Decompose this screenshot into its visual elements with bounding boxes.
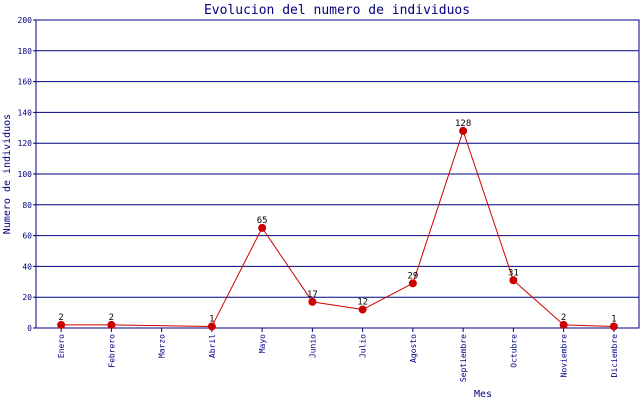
data-label: 1 [209, 314, 214, 324]
data-label: 2 [561, 313, 566, 323]
x-tick-label: Noviembre [560, 334, 569, 378]
y-tick-label: 40 [22, 262, 32, 271]
data-point [207, 322, 216, 331]
series-line-segment [462, 130, 514, 281]
series-line-segment [412, 130, 464, 284]
data-point [509, 276, 518, 285]
data-point [308, 297, 317, 306]
x-axis-label: Mes [474, 389, 492, 400]
data-label: 65 [257, 216, 268, 226]
y-axis-label: Numero de individuos [2, 114, 13, 234]
data-point [609, 322, 618, 331]
x-tick-label: Agosto [409, 334, 418, 363]
series-line-segment [111, 324, 212, 327]
data-label: 128 [455, 119, 471, 129]
x-tick-label: Septiembre [459, 334, 468, 382]
y-tick-label: 160 [18, 78, 33, 87]
data-point [358, 305, 367, 314]
data-point [57, 320, 66, 329]
x-tick-label: Julio [359, 334, 368, 358]
series-line-segment [312, 301, 363, 311]
data-point [459, 126, 468, 135]
data-label: 2 [109, 313, 114, 323]
y-tick-label: 200 [18, 16, 33, 25]
data-label: 12 [357, 298, 368, 308]
y-tick-label: 20 [22, 293, 32, 302]
data-point [408, 279, 417, 288]
x-tick-label: Mayo [258, 334, 267, 353]
x-tick-label: Junio [308, 334, 317, 358]
x-tick-label: Octubre [509, 334, 518, 368]
y-tick-label: 180 [18, 47, 33, 56]
data-label: 2 [58, 313, 63, 323]
data-label: 31 [508, 268, 519, 278]
y-tick-label: 60 [22, 232, 32, 241]
series-line-segment [563, 324, 614, 327]
data-point [559, 320, 568, 329]
y-tick-label: 100 [18, 170, 33, 179]
data-label: 29 [407, 271, 418, 281]
series-line-segment [513, 279, 564, 326]
data-label: 17 [307, 290, 318, 300]
x-tick-label: Abril [208, 334, 217, 358]
y-tick-label: 0 [27, 324, 32, 333]
series-line-segment [362, 282, 414, 310]
y-tick-label: 140 [18, 108, 33, 117]
y-tick-label: 120 [18, 139, 33, 148]
y-tick-label: 80 [22, 201, 32, 210]
data-point [258, 223, 267, 232]
x-tick-label: Enero [57, 334, 66, 358]
x-tick-label: Diciembre [610, 334, 619, 378]
x-tick-label: Febrero [107, 334, 116, 368]
data-label: 1 [611, 314, 616, 324]
series-line-segment [211, 227, 263, 327]
data-point [107, 320, 116, 329]
chart-title: Evolucion del numero de individuos [204, 3, 470, 18]
series-line-segment [261, 227, 313, 303]
x-tick-label: Marzo [158, 334, 167, 358]
